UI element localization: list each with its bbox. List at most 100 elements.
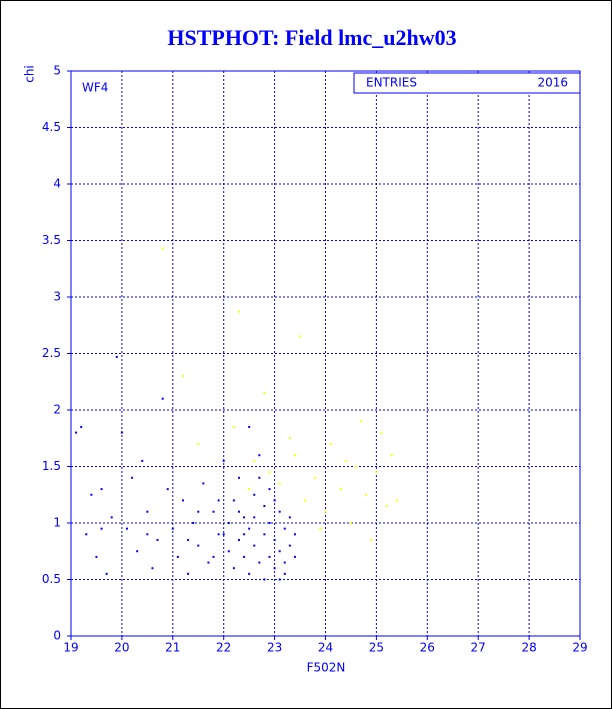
y-tick-label: 1.5 [42,459,61,473]
point [237,510,240,513]
x-tick-label: 24 [318,641,333,655]
point [248,488,251,491]
point [263,505,266,508]
point [349,522,352,524]
y-tick-label: 3 [53,290,61,304]
point [395,499,398,502]
point [146,510,149,513]
point [105,572,108,575]
point [217,499,220,502]
point [355,465,358,468]
annotation: WF4 [82,81,108,95]
plot-frame [70,70,581,637]
point [365,493,368,496]
point [202,482,205,485]
point [85,533,88,536]
point [166,488,169,491]
point [273,538,276,541]
x-axis-label: F502N [307,661,346,675]
point [161,247,164,250]
y-tick-label: 0.5 [42,572,61,586]
point [278,550,281,553]
point [243,533,246,536]
point [232,499,235,502]
point [253,516,256,519]
point [253,493,256,496]
point [258,476,261,479]
point [268,522,271,524]
point [243,516,246,519]
point [268,471,271,474]
point [222,533,225,536]
y-tick-label: 2 [53,403,61,417]
point [90,493,93,496]
point [324,510,327,513]
point [390,454,393,457]
point [278,578,281,581]
point [258,454,261,457]
stats-box [353,72,581,94]
point [232,567,235,570]
point [268,555,271,558]
point [339,488,342,491]
point [95,555,98,558]
x-tick-label: 28 [521,641,536,655]
point [360,420,363,423]
point [273,567,276,570]
point [243,555,246,558]
point [329,442,332,445]
point [207,561,210,564]
point [115,355,118,358]
x-tick-label: 19 [63,641,78,655]
y-tick-label: 4 [53,177,61,191]
point [288,437,291,440]
point [192,522,195,524]
point [370,538,373,541]
point [181,499,184,502]
point [141,459,144,462]
point [212,510,215,513]
point [237,538,240,541]
chart-title: HSTPHOT: Field lmc_u2hw03 [167,25,456,50]
stats-entries: 2016 [537,76,568,90]
point [100,527,103,530]
y-tick-label: 5 [53,64,61,78]
point [151,567,154,570]
x-tick-label: 26 [420,641,435,655]
point [288,516,291,519]
point [131,476,134,479]
point [136,550,139,553]
y-tick-label: 2.5 [42,346,61,360]
point [253,459,256,462]
point [278,510,281,513]
point [217,533,220,536]
point [125,527,128,530]
point [176,555,179,558]
point [314,476,317,479]
y-tick-label: 3.5 [42,233,61,247]
x-tick-label: 27 [471,641,486,655]
point [288,544,291,547]
point [248,572,251,575]
point [156,538,159,541]
x-tick-label: 23 [267,641,282,655]
point [171,527,174,530]
point [197,510,200,513]
point [248,425,251,428]
point [385,505,388,508]
point [227,522,230,524]
point [258,561,261,564]
point [268,488,271,491]
point [161,397,164,400]
point [181,375,184,378]
point [263,578,266,581]
point [248,527,251,530]
point [293,555,296,558]
point [100,488,103,491]
x-tick-label: 29 [572,641,587,655]
point [304,499,307,502]
y-axis-label: chi [23,65,37,83]
stats-label: ENTRIES [366,76,417,90]
